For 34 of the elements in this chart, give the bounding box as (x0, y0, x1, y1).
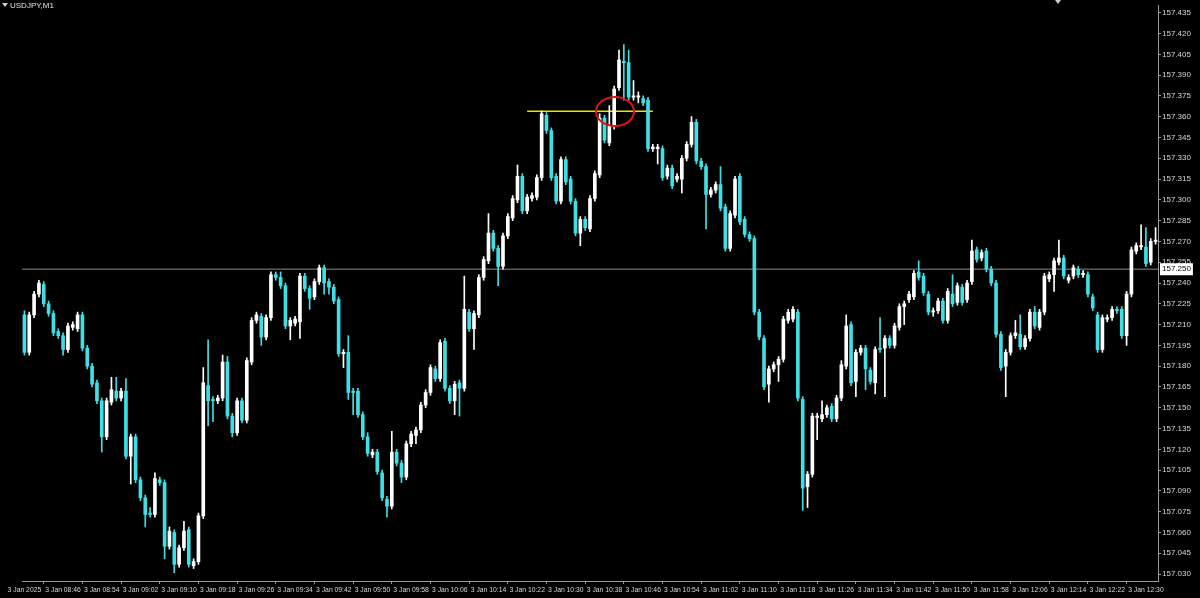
y-tick-label: 157.270 (1162, 236, 1192, 246)
y-tick-label: 157.060 (1162, 527, 1192, 537)
y-tick-label: 157.075 (1162, 506, 1192, 516)
y-tick-label: 157.210 (1162, 319, 1192, 329)
candlestick (1081, 270, 1085, 278)
y-tick-label: 157.390 (1162, 70, 1192, 80)
y-tick-label: 157.375 (1162, 91, 1192, 101)
y-tick-label: 157.045 (1162, 548, 1192, 558)
y-tick-label: 157.300 (1162, 195, 1192, 205)
y-tick-label: 157.090 (1162, 486, 1192, 496)
y-tick-label: 157.030 (1162, 569, 1192, 579)
y-tick-label: 157.180 (1162, 361, 1192, 371)
y-tick-label: 157.285 (1162, 215, 1192, 225)
y-tick-label: 157.405 (1162, 49, 1192, 59)
y-tick-label: 157.345 (1162, 132, 1192, 142)
y-tick-label: 157.150 (1162, 402, 1192, 412)
y-tick-label: 157.120 (1162, 444, 1192, 454)
y-tick-label: 157.105 (1162, 465, 1192, 475)
candlestick (883, 335, 887, 397)
y-tick-label: 157.225 (1162, 299, 1192, 308)
y-tick-label: 157.165 (1162, 382, 1192, 392)
candlestick (878, 317, 882, 353)
chart-title: USDJPY,M1 (10, 1, 54, 10)
y-tick-label: 157.315 (1162, 174, 1192, 184)
y-tick-label: 157.360 (1162, 111, 1192, 121)
y-tick-label: 157.435 (1162, 7, 1192, 17)
candlestick (655, 144, 660, 165)
ref-line-label: 157.250 (1162, 264, 1192, 274)
y-tick-label: 157.420 (1162, 28, 1192, 38)
y-tick-label: 157.135 (1162, 423, 1192, 433)
y-tick-label: 157.240 (1162, 278, 1192, 288)
y-tick-label: 157.330 (1162, 153, 1192, 163)
candlestick (902, 300, 907, 325)
y-tick-label: 157.195 (1162, 340, 1192, 350)
